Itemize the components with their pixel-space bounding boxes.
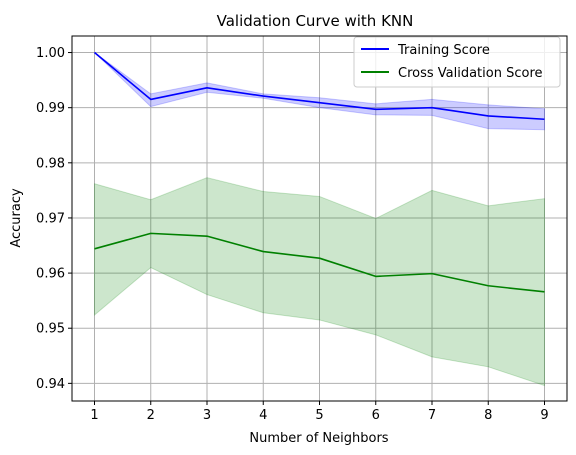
x-tick-label: 1 xyxy=(90,408,98,423)
legend-box xyxy=(353,36,561,88)
x-tick-label: 6 xyxy=(372,408,380,423)
chart-title: Validation Curve with KNN xyxy=(217,12,414,30)
legend-label-training: Training Score xyxy=(397,43,490,58)
x-tick-label: 9 xyxy=(540,408,548,423)
y-tick-label: 0.95 xyxy=(36,322,65,337)
y-axis-ticks: 0.94 0.95 0.96 0.97 0.98 0.99 1.00 xyxy=(36,46,72,392)
x-tick-label: 3 xyxy=(203,408,211,423)
x-tick-label: 2 xyxy=(147,408,155,423)
x-tick-label: 4 xyxy=(259,408,267,423)
y-axis-label: Accuracy xyxy=(9,188,24,248)
series-line-0 xyxy=(93,51,545,121)
y-tick-label: 0.96 xyxy=(36,267,65,282)
confidence-bands xyxy=(94,52,545,387)
series-band-1 xyxy=(94,177,545,387)
x-tick-label: 8 xyxy=(484,408,492,423)
x-tick-label: 5 xyxy=(315,408,323,423)
y-tick-label: 0.94 xyxy=(36,377,65,392)
series-line-1 xyxy=(94,232,545,293)
y-tick-label: 1.00 xyxy=(36,46,65,61)
x-tick-label: 7 xyxy=(428,408,436,423)
series-lines xyxy=(93,51,545,293)
y-tick-label: 0.99 xyxy=(36,101,65,116)
series-band-0 xyxy=(94,52,545,131)
legend-label-cross-validation: Cross Validation Score xyxy=(398,66,543,81)
legend: Training Score Cross Validation Score xyxy=(353,36,561,88)
grid-lines xyxy=(72,36,567,401)
x-axis-ticks: 1 2 3 4 5 6 7 8 9 xyxy=(90,401,549,423)
y-tick-label: 0.97 xyxy=(36,211,65,226)
x-axis-label: Number of Neighbors xyxy=(249,431,388,446)
y-tick-label: 0.98 xyxy=(36,156,65,171)
